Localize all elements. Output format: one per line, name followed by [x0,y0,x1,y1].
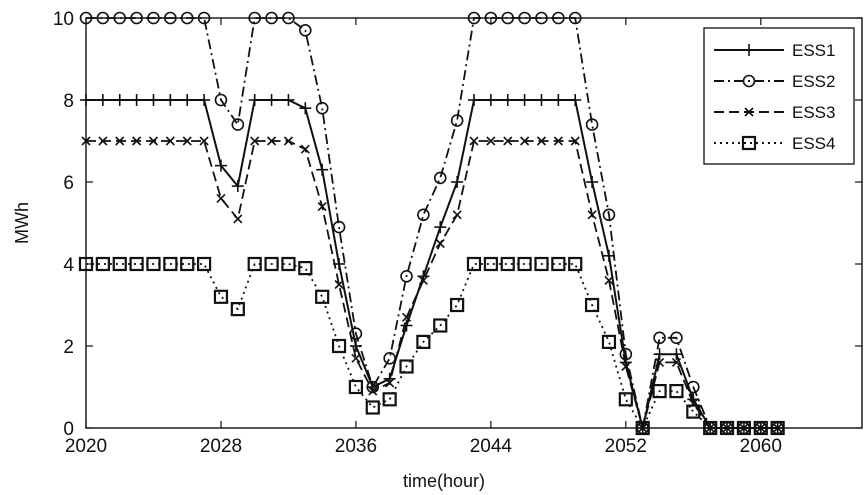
y-tick-label: 6 [63,173,74,194]
legend-label: ESS4 [792,134,835,153]
x-tick-label: 2052 [605,436,647,457]
y-axis-label: MWh [12,202,32,244]
legend-label: ESS1 [792,41,835,60]
x-tick-label: 2044 [470,436,513,457]
y-tick-label: 4 [63,255,74,276]
x-tick-label: 2028 [200,436,242,457]
legend: ESS1 ESS2 ESS3 ESS4 [704,28,854,164]
y-tick-label: 8 [63,91,74,112]
legend-label: ESS2 [792,72,835,91]
legend-label: ESS3 [792,103,835,122]
x-tick-label: 2036 [335,436,377,457]
y-tick-label: 2 [63,337,74,358]
y-tick-label: 10 [53,9,74,30]
x-tick-label: 2060 [740,436,782,457]
x-axis-label: time(hour) [403,471,485,491]
y-tick-label: 0 [63,419,74,440]
